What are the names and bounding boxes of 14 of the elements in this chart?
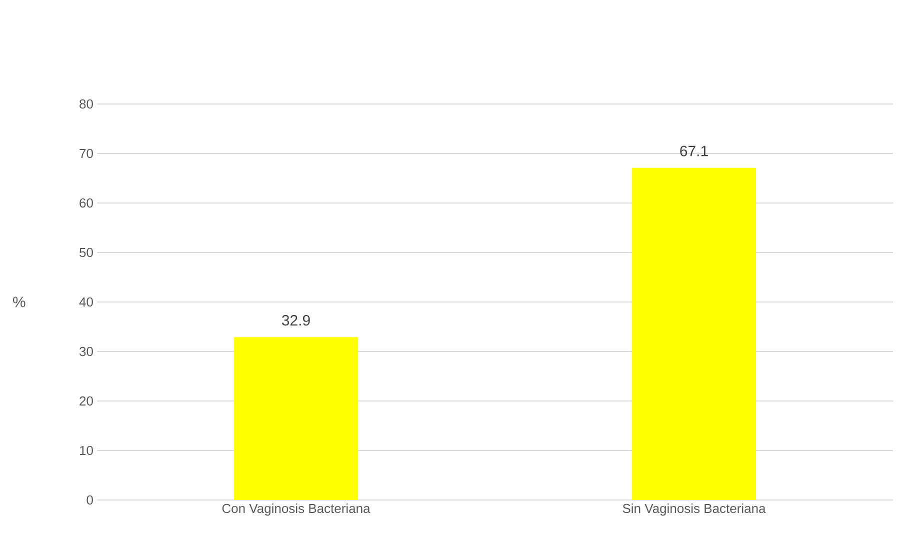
y-tick-label: 20 (80, 396, 93, 406)
y-tick-label: 10 (80, 446, 93, 456)
y-tick-label: 30 (80, 346, 93, 356)
data-label: 67.1 (680, 146, 708, 156)
y-tick-label: 50 (80, 248, 93, 258)
y-axis-title: % (13, 296, 26, 308)
data-label: 32.9 (282, 314, 310, 326)
y-tick-label: 70 (80, 148, 93, 158)
y-tick-label: 0 (86, 495, 93, 505)
y-tick-label: 80 (80, 99, 93, 109)
y-tick-label: 60 (80, 198, 93, 208)
x-tick-label: Sin Vaginosis Bacteriana (622, 504, 766, 516)
x-tick-label: Con Vaginosis Bacteriana (222, 504, 370, 516)
y-tick-label: 40 (79, 297, 93, 307)
